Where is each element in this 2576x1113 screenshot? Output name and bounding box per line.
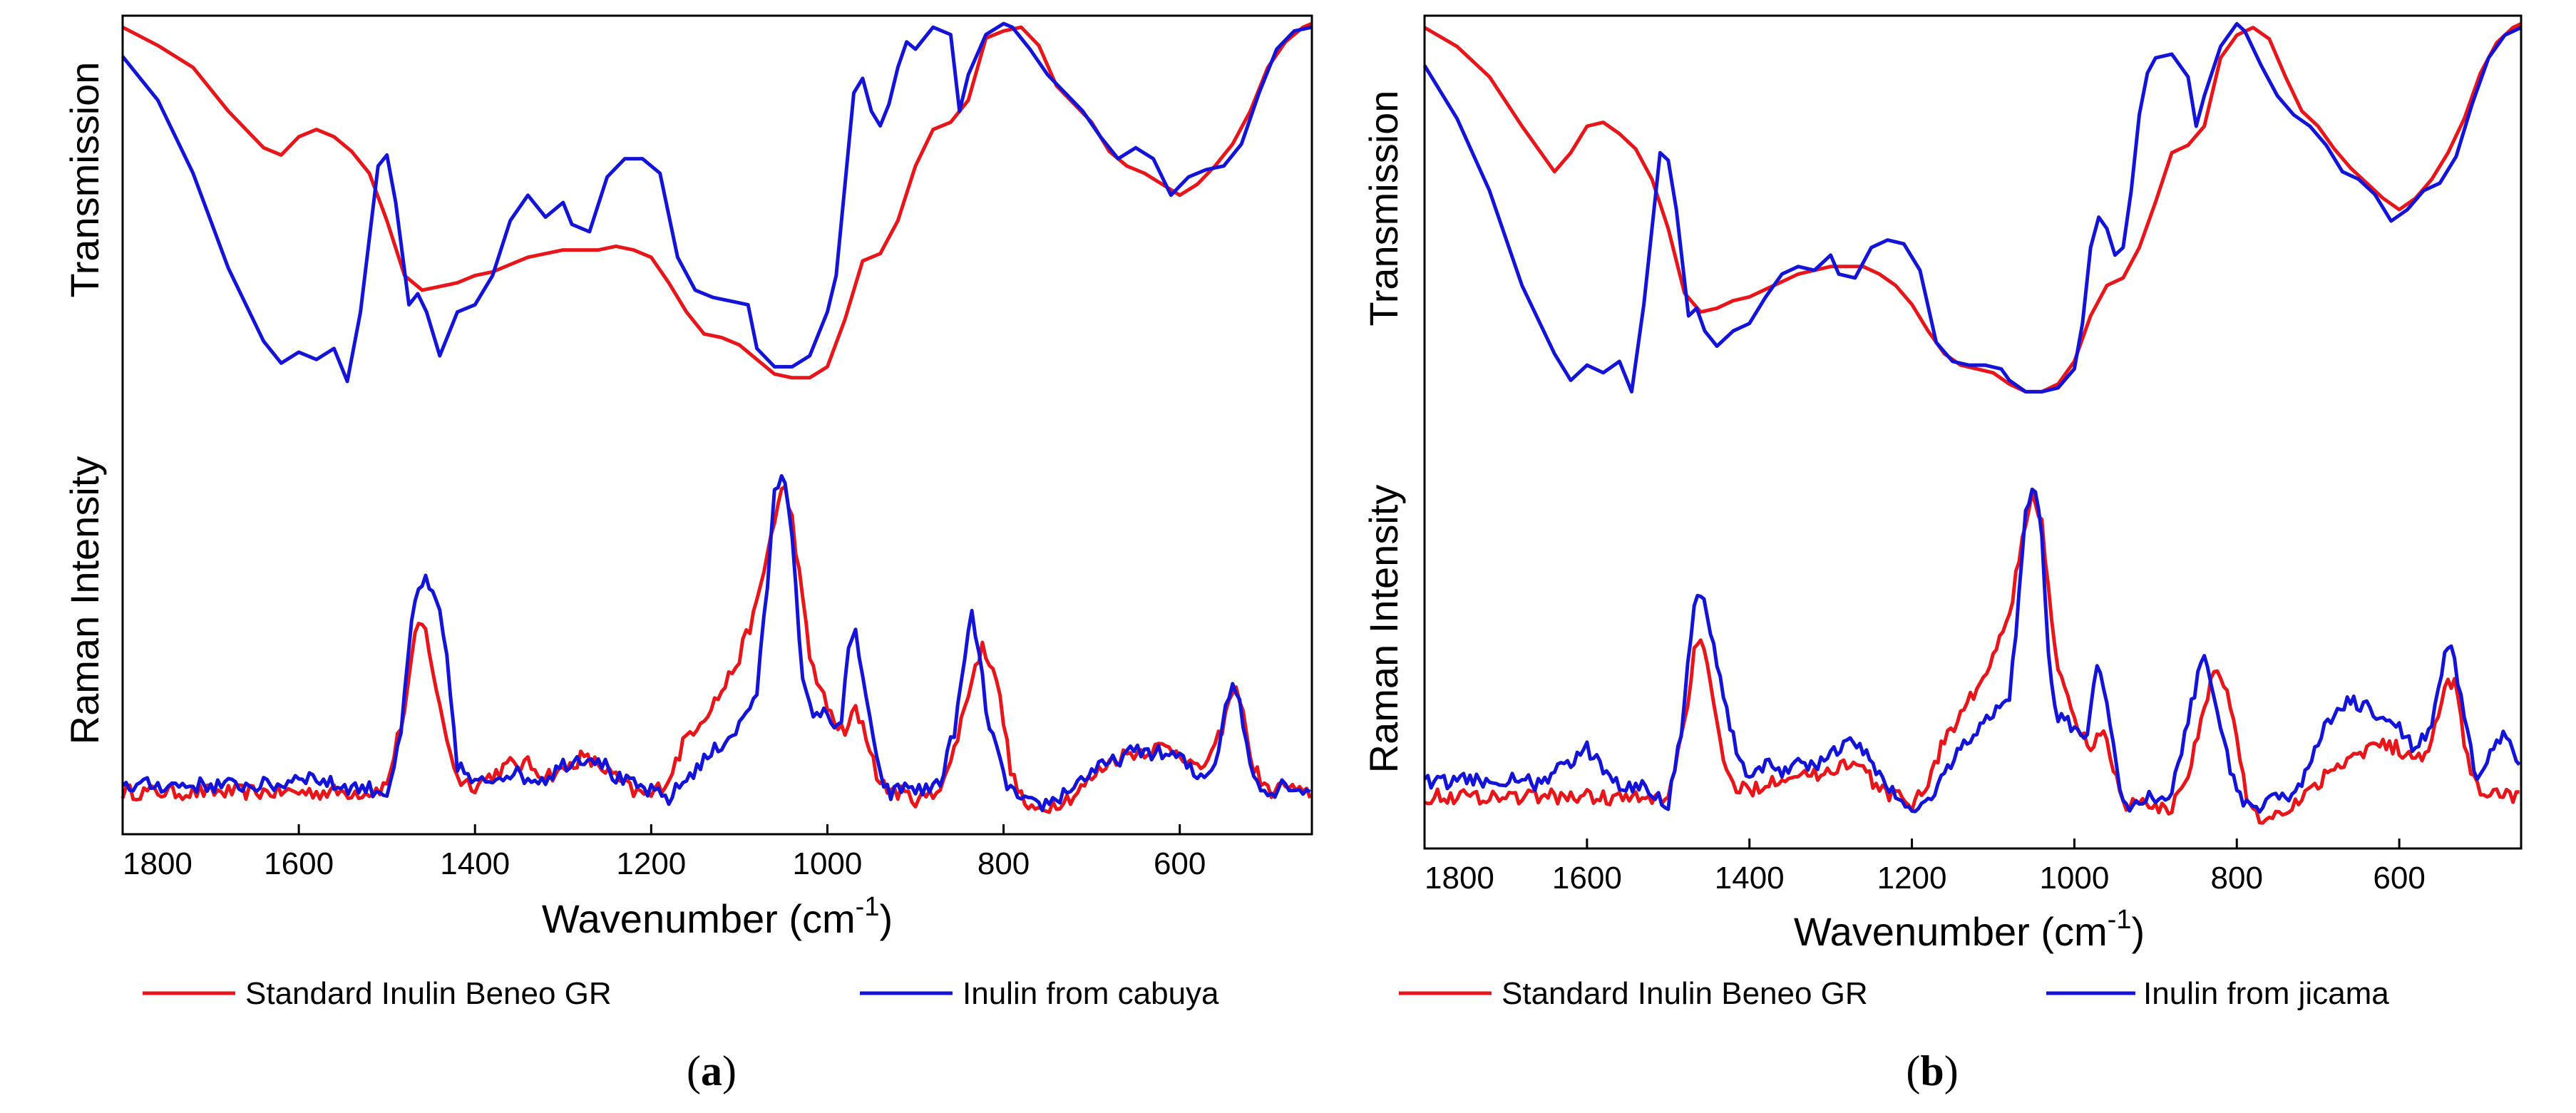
panel-b-x-tick-label: 1800 bbox=[1425, 861, 1494, 896]
panel-b-traces bbox=[1422, 21, 2523, 825]
panel-a-x-tick-label: 1600 bbox=[264, 846, 334, 881]
panel-b-legend-label-sample: Inulin from jicama bbox=[2143, 976, 2389, 1011]
panel-a-legend-label-sample: Inulin from cabuya bbox=[963, 976, 1219, 1011]
panel-a-ftir-sample-line bbox=[121, 21, 1313, 384]
panel-b-ylabel-transmission: Transmission bbox=[1361, 91, 1406, 327]
panel-a-raman-sample-line bbox=[121, 473, 1311, 813]
panel-b-x-tick-label: 600 bbox=[2373, 861, 2425, 896]
panel-a-x-tick-label: 1000 bbox=[792, 846, 862, 881]
panel-b-ftir-sample-line bbox=[1422, 21, 2523, 394]
panel-b-x-tick-label: 800 bbox=[2211, 861, 2263, 896]
panel-b-x-tick-label: 1600 bbox=[1552, 861, 1622, 896]
panel-b-x-ticks: 1800 1600 1400 1200 1000 800 600 bbox=[1423, 838, 2426, 896]
panel-a-raman-standard-line bbox=[120, 484, 1312, 814]
panel-a-x-tick-label: 1400 bbox=[440, 846, 510, 881]
panel-b-legend-label-standard: Standard Inulin Beneo GR bbox=[1502, 976, 1868, 1011]
panel-b-ftir-standard-line bbox=[1423, 22, 2523, 394]
panel-b-x-tick-label: 1200 bbox=[1877, 861, 1947, 896]
panel-a-xlabel: Wavenumber (cm-1) bbox=[542, 892, 893, 941]
panel-b-raman-sample-line bbox=[1423, 487, 2521, 814]
panel-b-x-tick-label: 1400 bbox=[1715, 861, 1785, 896]
panel-b-label: (b) bbox=[1906, 1047, 1958, 1094]
panel-a-traces bbox=[120, 21, 1313, 814]
panel-a-x-ticks: 1800 1600 1400 1200 1000 800 600 bbox=[121, 824, 1206, 881]
panel-a-ftir-standard-line bbox=[121, 21, 1313, 380]
panel-a: Transmission Raman Intensity 1800 1600 140… bbox=[62, 14, 1313, 1094]
panel-b-plot-frame bbox=[1423, 14, 2523, 850]
panel-a-ylabel-raman: Raman Intensity bbox=[62, 456, 107, 745]
panel-a-label: (a) bbox=[687, 1047, 737, 1094]
panel-a-x-tick-label: 800 bbox=[977, 846, 1030, 881]
panel-a-ylabel-transmission: Transmission bbox=[62, 62, 107, 298]
panel-b-x-tick-label: 1000 bbox=[2039, 861, 2109, 896]
panel-b: Transmission Raman Intensity 1800 1600 140… bbox=[1361, 14, 2523, 1094]
panel-a-legend-label-standard: Standard Inulin Beneo GR bbox=[245, 976, 612, 1011]
panel-b-raman-standard-line bbox=[1424, 491, 2520, 825]
panel-b-ylabel-raman: Raman Intensity bbox=[1361, 485, 1406, 774]
panel-a-plot-frame bbox=[121, 14, 1313, 836]
panel-a-x-tick-label: 1200 bbox=[616, 846, 686, 881]
panel-a-x-tick-label: 600 bbox=[1154, 846, 1206, 881]
panel-b-xlabel: Wavenumber (cm-1) bbox=[1794, 905, 2145, 954]
panel-a-x-tick-label: 1800 bbox=[123, 846, 193, 881]
